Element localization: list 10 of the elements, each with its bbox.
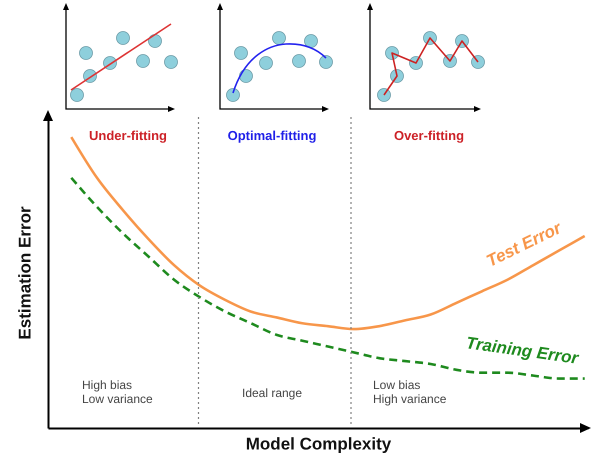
annotation: Optimal-fitting <box>228 128 316 143</box>
annotation: Low bias High variance <box>373 378 447 406</box>
y-axis-title: Estimation Error <box>16 206 34 340</box>
text: Training Error <box>464 333 581 368</box>
annotation: High bias Low variance <box>82 378 154 406</box>
annotation: Over-fitting <box>394 128 464 143</box>
x-axis-title: Model Complexity <box>246 434 392 454</box>
annotation: Ideal range <box>242 386 302 400</box>
text: Test Error <box>483 218 566 271</box>
annotation: Under-fitting <box>89 128 168 143</box>
